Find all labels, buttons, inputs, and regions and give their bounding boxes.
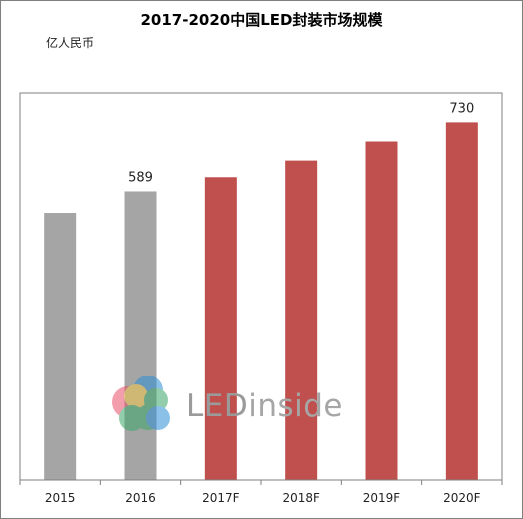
ledinside-logo-icon — [112, 376, 170, 431]
x-tick-label: 2016 — [125, 491, 156, 505]
bar-2017F — [204, 177, 237, 480]
x-tick-label: 2018F — [282, 491, 320, 505]
x-tick-label: 2015 — [45, 491, 76, 505]
bar-2018F — [285, 160, 318, 480]
unit-label: 亿人民币 — [46, 36, 95, 50]
data-label: 730 — [449, 101, 474, 116]
watermark-prefix: LED — [186, 388, 249, 424]
x-tick-label: 2019F — [363, 491, 401, 505]
watermark-text: LEDinside — [186, 388, 343, 424]
plot-area: 2015 2016 589 2017F 2018F 2019F 2020F 730 — [19, 92, 503, 505]
watermark-suffix: inside — [248, 388, 344, 424]
x-tick-label: 2020F — [443, 491, 481, 505]
x-tick-label: 2017F — [202, 491, 240, 505]
bar-2015 — [44, 213, 77, 480]
bar-2019F — [365, 141, 398, 480]
bar-2020F — [445, 122, 478, 481]
chart-title: 2017-2020中国LED封装市场规模 — [140, 11, 383, 29]
data-label: 589 — [128, 170, 153, 185]
bar-2016 — [124, 191, 157, 481]
